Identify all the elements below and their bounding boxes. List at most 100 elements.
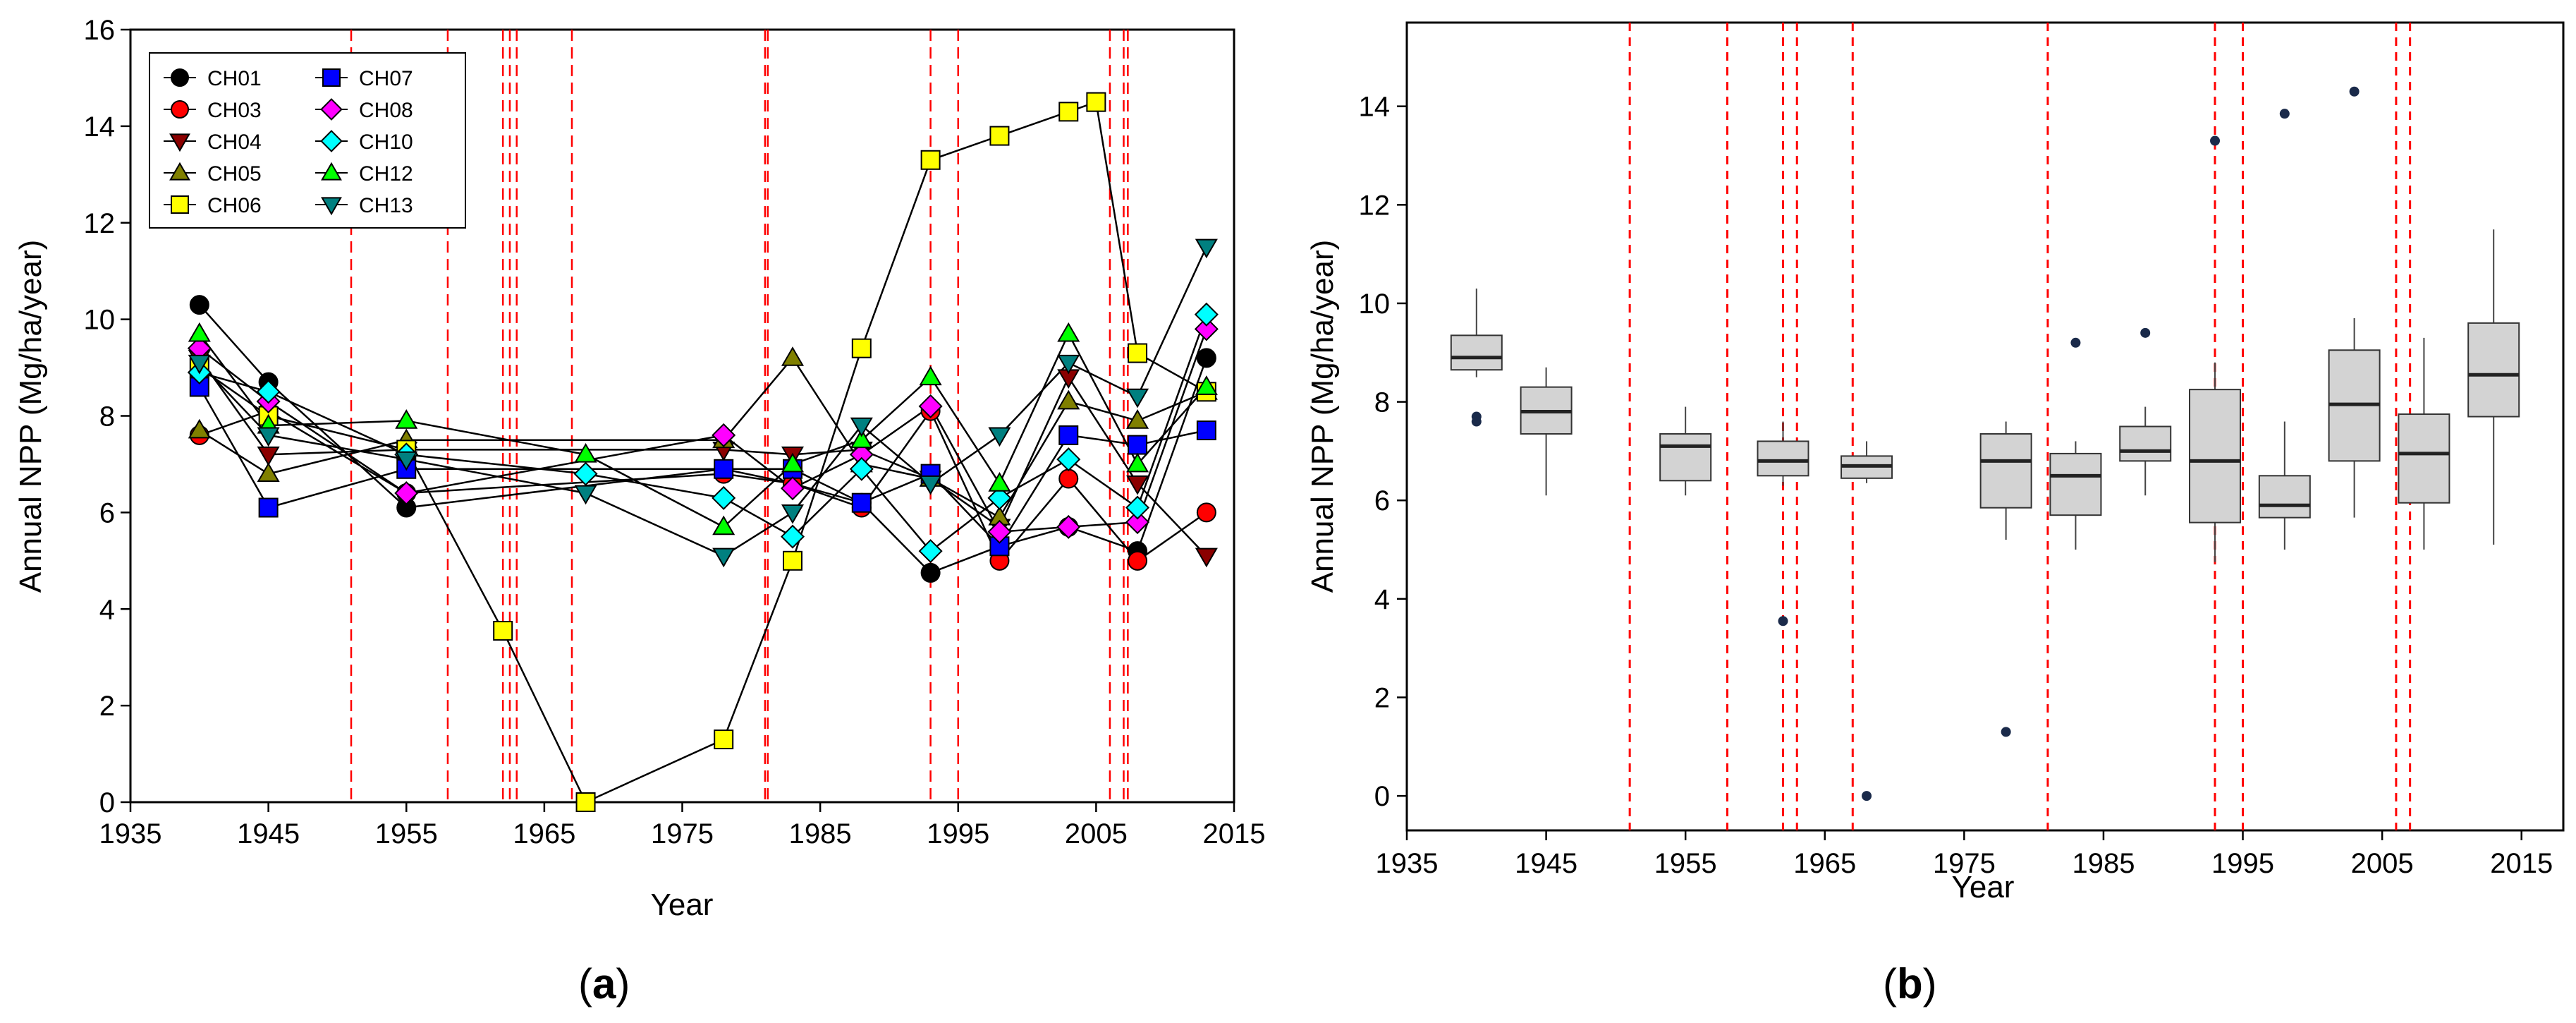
- data-point-ch06: [851, 338, 872, 358]
- data-point-ch05: [1057, 389, 1080, 410]
- panel-b-boxes: [1450, 86, 2520, 801]
- data-point-ch05: [188, 418, 211, 439]
- data-point-ch07: [1058, 425, 1079, 445]
- data-point-ch06: [1128, 343, 1148, 363]
- data-point-ch06: [1058, 102, 1079, 122]
- panel-b-plot-frame: [1405, 21, 2565, 832]
- data-point-ch06: [920, 150, 941, 170]
- box: [2049, 452, 2102, 516]
- panel-a-caption: (a): [578, 960, 630, 1007]
- data-point-ch12: [1195, 375, 1218, 395]
- data-point-ch08: [1056, 514, 1081, 539]
- data-point-ch12: [1126, 452, 1149, 473]
- data-point-ch12: [850, 428, 873, 449]
- data-point-ch07: [714, 459, 734, 479]
- data-point-ch05: [257, 462, 280, 483]
- box-outlier: [2210, 135, 2221, 146]
- y-tick-label: 10: [1359, 289, 1391, 320]
- series-line-ch12: [198, 332, 1207, 528]
- box-outlier: [1471, 411, 1482, 422]
- data-point-ch13: [1057, 354, 1080, 375]
- x-tick-label: 1975: [1933, 848, 1996, 879]
- x-tick-label: 2005: [2351, 848, 2414, 879]
- panel-b-x-axis-label: Year: [1952, 870, 2015, 904]
- box-outlier: [1778, 616, 1788, 626]
- legend-label: CH05: [207, 162, 262, 186]
- data-point-ch10: [712, 485, 736, 510]
- x-tick-label: 1975: [651, 818, 714, 849]
- data-point-ch06: [989, 126, 1010, 146]
- data-point-ch06: [1086, 92, 1106, 112]
- x-tick-label: 1985: [2072, 848, 2135, 879]
- data-point-ch04: [257, 446, 280, 466]
- data-point-ch01: [1196, 348, 1216, 368]
- data-point-ch12: [1057, 322, 1080, 342]
- panel-a-series: [187, 92, 1219, 812]
- y-tick-label: 6: [1374, 485, 1390, 516]
- data-point-ch04: [1126, 475, 1149, 495]
- box: [2189, 389, 2242, 523]
- legend-label: CH06: [207, 194, 262, 217]
- x-tick-label: 1985: [789, 818, 852, 849]
- data-point-ch08: [712, 423, 736, 447]
- data-point-ch06: [783, 550, 802, 571]
- data-point-ch13: [850, 417, 873, 437]
- data-point-ch10: [918, 539, 943, 564]
- x-tick-label: 1945: [1515, 848, 1577, 879]
- data-point-ch13: [574, 485, 597, 505]
- legend-marker: [321, 197, 342, 216]
- box-outlier: [1862, 791, 1872, 801]
- data-point-ch13: [988, 427, 1011, 447]
- data-point-ch10: [256, 380, 281, 404]
- legend-marker: [169, 162, 190, 181]
- y-tick-label: 8: [1374, 387, 1390, 418]
- data-point-ch12: [988, 472, 1011, 492]
- data-point-ch07: [851, 492, 872, 513]
- legend-label: CH10: [359, 131, 413, 154]
- y-tick-label: 16: [84, 15, 116, 46]
- y-tick-label: 2: [1374, 682, 1390, 713]
- data-point-ch13: [257, 427, 280, 447]
- data-point-ch13: [395, 451, 418, 471]
- box: [2258, 475, 2311, 519]
- box: [2467, 322, 2520, 418]
- panel-b-reference-lines: [1628, 23, 2412, 830]
- legend-label: CH08: [359, 99, 413, 122]
- legend-marker: [169, 133, 190, 152]
- data-point-ch04: [1195, 547, 1218, 568]
- data-point-ch13: [1195, 238, 1218, 259]
- box: [2398, 413, 2450, 504]
- series-line-ch08: [199, 328, 1208, 533]
- series-line-ch03: [199, 409, 1207, 563]
- data-point-ch08: [918, 394, 943, 418]
- panel-b-caption: (b): [1883, 960, 1937, 1007]
- legend-marker: [171, 195, 189, 214]
- legend-label: CH01: [207, 67, 262, 90]
- data-point-ch12: [781, 452, 805, 473]
- y-tick-label: 2: [99, 691, 115, 722]
- data-point-ch05: [1126, 409, 1149, 429]
- legend-label: CH12: [359, 162, 413, 186]
- data-point-ch08: [394, 480, 419, 506]
- data-point-ch13: [781, 504, 805, 524]
- series-line-ch13: [198, 246, 1208, 557]
- data-point-ch03: [1058, 468, 1079, 489]
- data-point-ch12: [919, 365, 942, 386]
- panel-b-box-plot: 1935 1945 1955 1965 1975 1985 1995 2005 2015 0 2 4 6…: [1305, 21, 2565, 1007]
- data-point-ch07: [1128, 435, 1148, 455]
- data-point-ch13: [1126, 388, 1149, 408]
- x-tick-label: 2015: [2490, 848, 2553, 879]
- data-point-ch06: [575, 792, 596, 812]
- panel-a-line-chart: 1935 1945 1955 1965 1975 1985 1995 2005 2015 0 2 4 6…: [13, 15, 1265, 1007]
- y-tick-label: 4: [1374, 584, 1390, 615]
- data-point-ch06: [714, 730, 734, 750]
- y-tick-label: 8: [99, 401, 115, 432]
- data-point-ch10: [1125, 495, 1150, 520]
- data-point-ch03: [1196, 502, 1216, 523]
- data-point-ch13: [919, 475, 942, 495]
- panel-b-axis-ticks: 1935 1945 1955 1965 1975 1985 1995 2005 2015 0 2 4 6…: [1359, 92, 2553, 879]
- y-tick-label: 4: [99, 594, 115, 625]
- x-tick-label: 1965: [513, 818, 575, 849]
- data-point-ch10: [987, 485, 1012, 510]
